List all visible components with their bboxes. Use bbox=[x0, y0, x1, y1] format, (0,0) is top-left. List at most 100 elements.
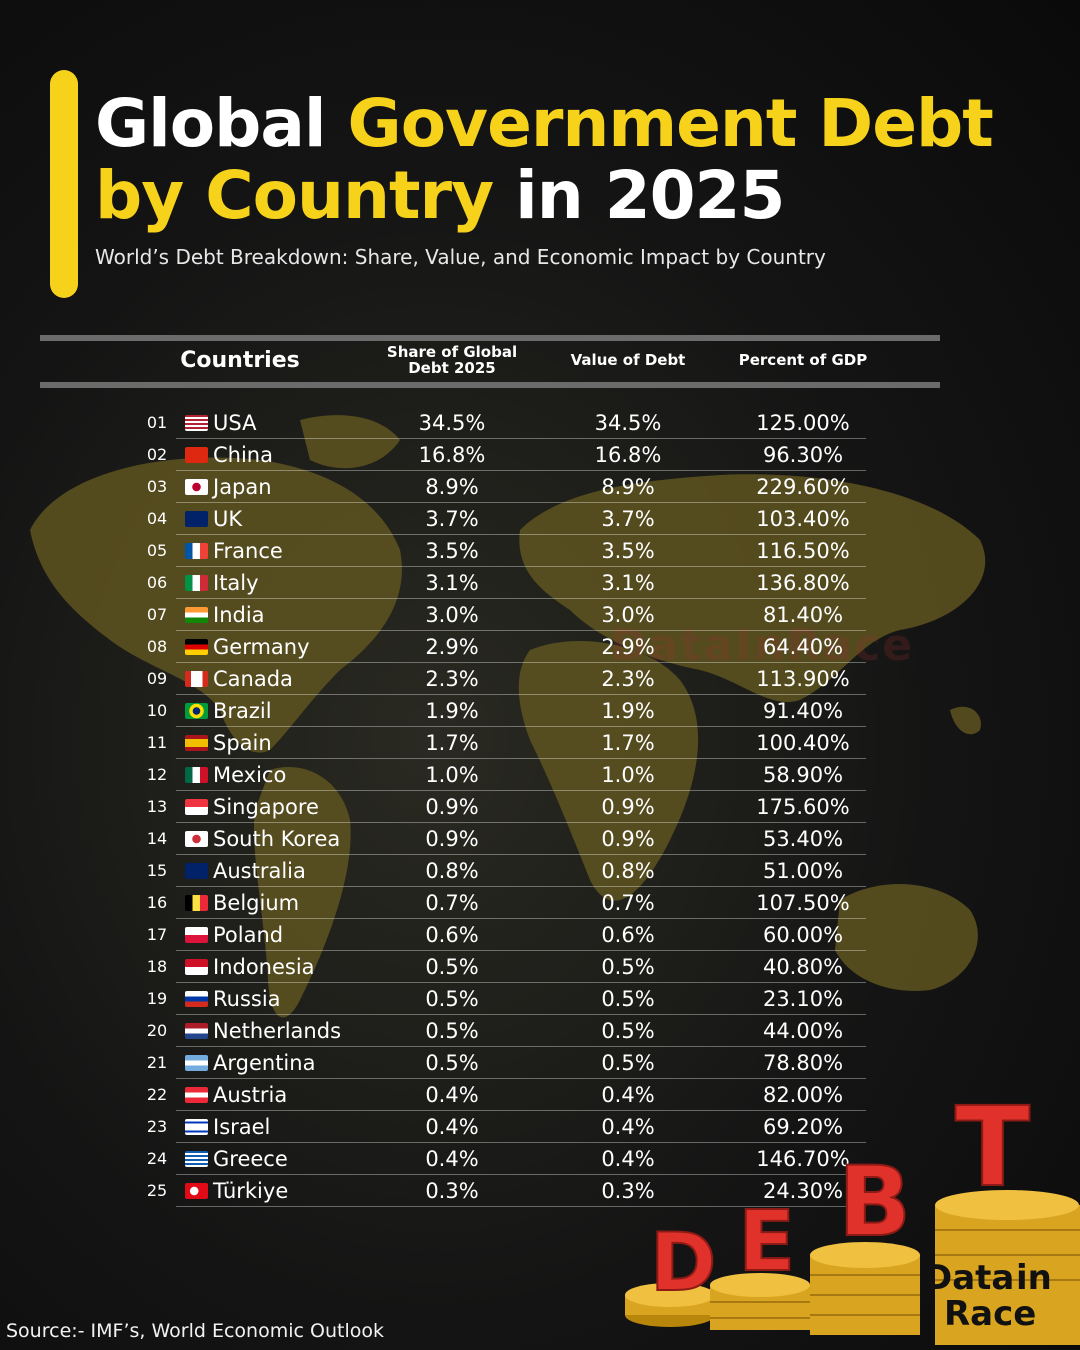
gdp-percent: 78.80% bbox=[762, 1051, 844, 1075]
title-part-2: Government Debt bbox=[347, 85, 994, 162]
table-row: 25 Türkiye 0.3% 0.3% 24.30% bbox=[0, 1175, 1080, 1207]
table-row: 17 Poland 0.6% 0.6% 60.00% bbox=[0, 919, 1080, 951]
share-value: 0.5% bbox=[425, 987, 479, 1011]
share-value: 2.3% bbox=[425, 667, 479, 691]
watermark: DataInRace bbox=[610, 620, 915, 671]
share-value: 1.9% bbox=[425, 699, 479, 723]
country-name: Spain bbox=[213, 731, 272, 755]
accent-bar bbox=[50, 70, 78, 298]
column-header-gdp: Percent of GDP bbox=[738, 351, 868, 369]
gdp-percent: 100.40% bbox=[756, 731, 850, 755]
us-flag-icon bbox=[185, 415, 208, 431]
gdp-percent: 81.40% bbox=[762, 603, 844, 627]
rank-number: 13 bbox=[146, 797, 168, 816]
debt-value: 16.8% bbox=[594, 443, 662, 467]
page-title: Global Government Debt by Country in 202… bbox=[95, 85, 994, 232]
share-value: 0.6% bbox=[425, 923, 479, 947]
share-value: 3.0% bbox=[425, 603, 479, 627]
country-name: South Korea bbox=[213, 827, 341, 851]
share-value: 0.4% bbox=[425, 1115, 479, 1139]
column-header-share-line-2: Debt 2025 bbox=[408, 359, 496, 377]
rank-number: 11 bbox=[146, 733, 168, 752]
gdp-percent: 58.90% bbox=[762, 763, 844, 787]
br-flag-icon bbox=[185, 703, 208, 719]
share-value: 16.8% bbox=[418, 443, 486, 467]
country-name: Japan bbox=[213, 475, 272, 499]
title-part-1: Global bbox=[95, 85, 348, 162]
rank-number: 07 bbox=[146, 605, 168, 624]
share-value: 3.7% bbox=[425, 507, 479, 531]
gdp-percent: 116.50% bbox=[756, 539, 850, 563]
share-value: 34.5% bbox=[418, 411, 486, 435]
rank-number: 09 bbox=[146, 669, 168, 688]
il-flag-icon bbox=[185, 1119, 208, 1135]
rank-number: 02 bbox=[146, 445, 168, 464]
rank-number: 08 bbox=[146, 637, 168, 656]
share-value: 1.0% bbox=[425, 763, 479, 787]
gb-flag-icon bbox=[185, 511, 208, 527]
rank-number: 04 bbox=[146, 509, 168, 528]
country-name: Australia bbox=[213, 859, 306, 883]
mx-flag-icon bbox=[185, 767, 208, 783]
debt-value: 0.4% bbox=[601, 1147, 655, 1171]
share-value: 2.9% bbox=[425, 635, 479, 659]
rank-number: 17 bbox=[146, 925, 168, 944]
debt-value: 34.5% bbox=[594, 411, 662, 435]
share-value: 8.9% bbox=[425, 475, 479, 499]
id-flag-icon bbox=[185, 959, 208, 975]
gdp-percent: 40.80% bbox=[762, 955, 844, 979]
sg-flag-icon bbox=[185, 799, 208, 815]
table-row: 10 Brazil 1.9% 1.9% 91.40% bbox=[0, 695, 1080, 727]
gdp-percent: 23.10% bbox=[762, 987, 844, 1011]
jp-flag-icon bbox=[185, 479, 208, 495]
rank-number: 23 bbox=[146, 1117, 168, 1136]
rank-number: 18 bbox=[146, 957, 168, 976]
gdp-percent: 64.40% bbox=[762, 635, 844, 659]
at-flag-icon bbox=[185, 1087, 208, 1103]
datainrace-logo: Data in Race bbox=[918, 1258, 1063, 1336]
share-value: 0.5% bbox=[425, 1019, 479, 1043]
debt-value: 0.5% bbox=[601, 955, 655, 979]
debt-coins-illustration: D E B T bbox=[625, 1090, 1080, 1345]
ru-flag-icon bbox=[185, 991, 208, 1007]
table-row: 03 Japan 8.9% 8.9% 229.60% bbox=[0, 471, 1080, 503]
in-flag-icon bbox=[185, 607, 208, 623]
au-flag-icon bbox=[185, 863, 208, 879]
gdp-percent: 136.80% bbox=[756, 571, 850, 595]
rank-number: 06 bbox=[146, 573, 168, 592]
debt-value: 0.5% bbox=[601, 987, 655, 1011]
table-row: 16 Belgium 0.7% 0.7% 107.50% bbox=[0, 887, 1080, 919]
be-flag-icon bbox=[185, 895, 208, 911]
country-name: Greece bbox=[213, 1147, 288, 1171]
rank-number: 22 bbox=[146, 1085, 168, 1104]
share-value: 3.5% bbox=[425, 539, 479, 563]
share-value: 1.7% bbox=[425, 731, 479, 755]
debt-value: 0.6% bbox=[601, 923, 655, 947]
share-value: 0.4% bbox=[425, 1083, 479, 1107]
country-name: Brazil bbox=[213, 699, 272, 723]
debt-value: 1.9% bbox=[601, 699, 655, 723]
table-row: 09 Canada 2.3% 2.3% 113.90% bbox=[0, 663, 1080, 695]
debt-value: 0.5% bbox=[601, 1019, 655, 1043]
share-value: 3.1% bbox=[425, 571, 479, 595]
subtitle: World’s Debt Breakdown: Share, Value, an… bbox=[95, 245, 826, 269]
rank-number: 14 bbox=[146, 829, 168, 848]
gdp-percent: 103.40% bbox=[756, 507, 850, 531]
debt-letter-b: B bbox=[838, 1146, 911, 1258]
country-name: Israel bbox=[213, 1115, 271, 1139]
share-value: 0.7% bbox=[425, 891, 479, 915]
debt-value: 1.0% bbox=[601, 763, 655, 787]
debt-value: 8.9% bbox=[601, 475, 655, 499]
rank-number: 12 bbox=[146, 765, 168, 784]
table-row: 18 Indonesia 0.5% 0.5% 40.80% bbox=[0, 951, 1080, 983]
column-header-countries: Countries bbox=[180, 347, 300, 373]
country-name: Austria bbox=[213, 1083, 288, 1107]
gdp-percent: 69.20% bbox=[762, 1115, 844, 1139]
column-header-value: Value of Debt bbox=[570, 351, 686, 369]
logo-word-data: Data bbox=[924, 1258, 1015, 1298]
share-value: 0.3% bbox=[425, 1179, 479, 1203]
share-value: 0.5% bbox=[425, 1051, 479, 1075]
country-name: UK bbox=[213, 507, 243, 531]
gdp-percent: 96.30% bbox=[762, 443, 844, 467]
gdp-percent: 229.60% bbox=[756, 475, 850, 499]
